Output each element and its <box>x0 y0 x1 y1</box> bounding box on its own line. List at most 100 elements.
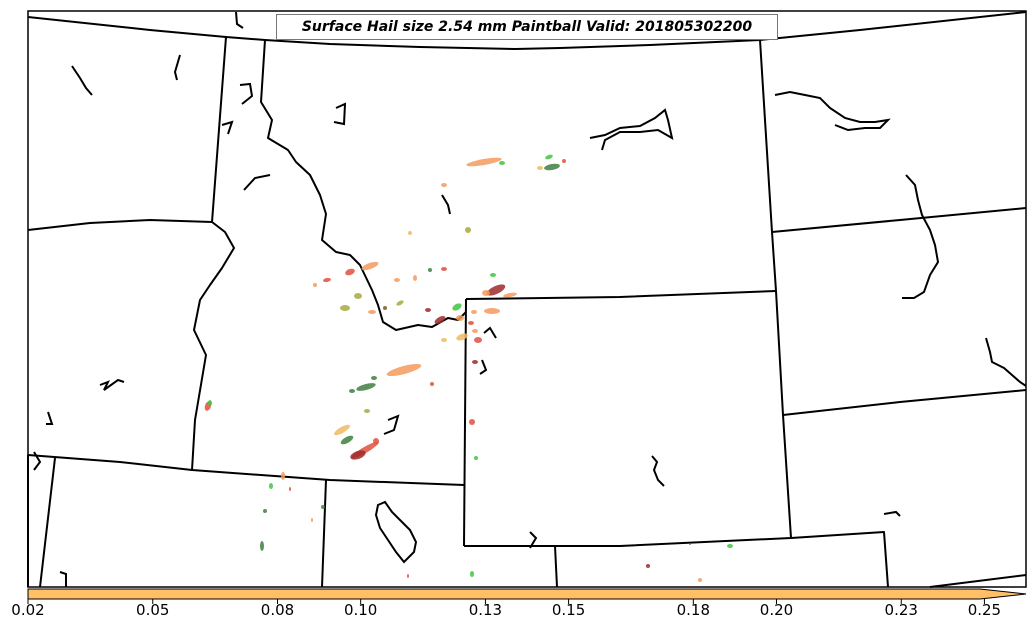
lake-6 <box>333 102 347 126</box>
colorbar-tick-label: 0.05 <box>136 601 170 619</box>
lake-14 <box>529 531 538 549</box>
yellowstone-lake <box>483 326 497 339</box>
hail-swath <box>441 338 447 342</box>
great-salt-lake <box>374 500 418 564</box>
hail-swath <box>373 438 379 444</box>
hail-swath <box>321 505 325 509</box>
lake-3 <box>235 11 244 29</box>
hail-swath <box>468 321 474 325</box>
missouri-river-south <box>985 337 1027 387</box>
hail-swath <box>472 360 478 364</box>
fort-peck-lake <box>589 108 674 151</box>
hail-swath <box>345 268 355 276</box>
hail-swath <box>386 363 422 377</box>
lakes-and-rivers <box>33 11 1027 587</box>
map-title: Surface Hail size 2.54 mm Paintball Vali… <box>276 14 778 40</box>
wyoming-west-border <box>463 298 467 547</box>
nd-sd-border <box>771 207 1027 233</box>
hail-swath <box>434 316 446 324</box>
hail-swath <box>646 564 650 568</box>
hail-swath <box>313 283 317 287</box>
ut-west-border <box>321 479 327 588</box>
hail-swath <box>356 383 376 391</box>
hail-swath <box>407 574 409 578</box>
hail-swath <box>727 544 733 548</box>
hail-swath <box>474 337 482 343</box>
wa-or-border <box>27 219 213 231</box>
hail-swath <box>544 163 560 171</box>
hail-swath <box>456 315 464 321</box>
hail-swath <box>408 231 412 235</box>
hail-swath <box>334 424 350 436</box>
hail-swath <box>340 435 354 445</box>
hail-swath <box>368 310 376 314</box>
hail-swath <box>471 310 477 314</box>
hail-swath <box>208 400 212 406</box>
hail-swath <box>281 472 285 480</box>
colorbar-ticks <box>27 599 985 604</box>
lake-4 <box>239 82 254 105</box>
idaho-west-border <box>191 36 235 471</box>
hail-swath <box>465 227 471 233</box>
hail-swath <box>289 487 291 491</box>
hail-swath <box>396 300 404 306</box>
colorbar-tick-label: 0.20 <box>759 601 794 619</box>
hail-swath <box>482 290 490 296</box>
hail-swath <box>323 277 331 283</box>
hail-swath <box>263 509 267 513</box>
lake-13 <box>651 455 665 487</box>
lake-15 <box>883 510 901 517</box>
lake-16 <box>59 571 67 587</box>
colorbar <box>27 588 1027 604</box>
hail-swath <box>698 578 702 582</box>
colorbar-tick-label: 0.08 <box>260 601 295 619</box>
colorbar-tick-label: 0.15 <box>551 601 586 619</box>
hail-swath <box>354 293 362 299</box>
hail-swath <box>503 292 517 298</box>
hail-swath <box>260 541 264 551</box>
ut-co-border <box>554 545 558 588</box>
hail-swath <box>470 571 474 577</box>
hail-swath <box>689 543 691 545</box>
hail-swath <box>311 518 313 522</box>
lake-10 <box>46 411 54 425</box>
hail-swath <box>562 159 566 163</box>
hail-swath <box>490 273 496 277</box>
hail-swath <box>349 389 355 393</box>
hail-swath <box>469 419 475 425</box>
wyoming-south-border <box>464 537 792 547</box>
lake-11 <box>383 414 400 435</box>
lake-12 <box>33 451 42 471</box>
sd-ne-border <box>782 389 1027 416</box>
hail-swath <box>340 305 350 311</box>
hail-swath <box>430 382 434 386</box>
hail-swath <box>456 333 468 341</box>
hail-swath <box>537 166 543 170</box>
colorbar-tick-label: 0.23 <box>884 601 918 619</box>
hail-swath <box>545 154 553 160</box>
colorbar-bar <box>27 588 1027 600</box>
or-nv-border <box>27 454 465 486</box>
hail-swath <box>394 278 400 282</box>
hail-swath <box>466 157 502 167</box>
missouri-river <box>902 174 940 299</box>
lake-8 <box>479 359 488 375</box>
colorbar-tick-label: 0.13 <box>468 601 503 619</box>
hail-swath <box>383 306 387 310</box>
lake-5 <box>221 120 234 135</box>
colorbar-tick-label: 0.02 <box>11 601 45 619</box>
hail-swath <box>413 275 417 281</box>
hail-swath <box>371 376 377 380</box>
lake-7 <box>441 194 451 215</box>
idaho-montana-border <box>260 39 467 331</box>
lake-1 <box>71 65 93 96</box>
hail-swath <box>499 161 505 165</box>
colorbar-tick-label: 0.10 <box>343 601 378 619</box>
hail-swath <box>441 183 447 187</box>
lake-9 <box>99 378 125 391</box>
hail-swath <box>472 329 478 333</box>
colorbar-tick-label: 0.18 <box>676 601 711 619</box>
wyoming-north-border <box>465 290 777 300</box>
hail-swath <box>364 409 370 413</box>
